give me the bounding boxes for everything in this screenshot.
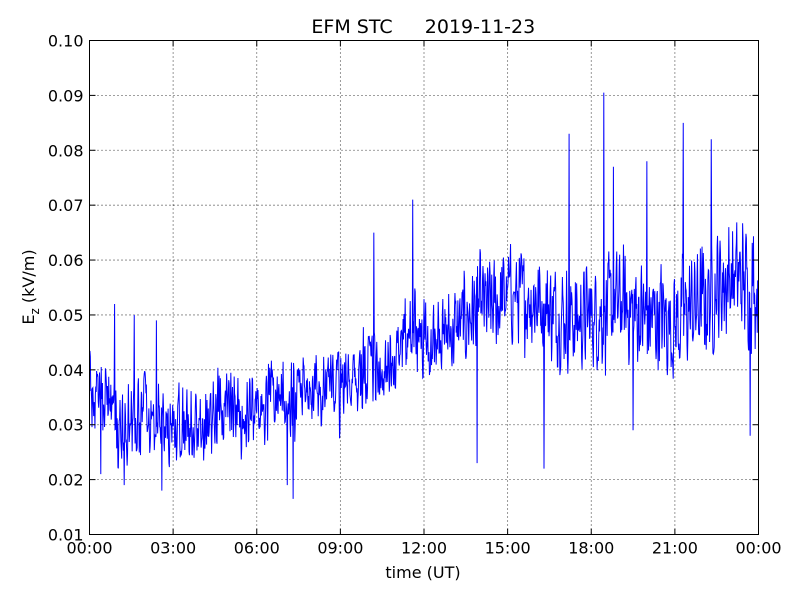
axis-ticks: [89, 40, 759, 535]
plot-area: [89, 40, 759, 535]
series-layer: [89, 92, 759, 499]
y-axis-label: Ez (kV/m): [19, 249, 42, 324]
x-axis-label: time (UT): [385, 563, 460, 582]
y-tick-labels: 0.01 0.02 0.03 0.04 0.05 0.06 0.07 0.08 0.09 0.10: [48, 32, 84, 545]
x-tick-label: 21:00: [652, 539, 698, 558]
y-tick-label: 0.06: [48, 251, 84, 270]
x-tick-label: 12:00: [401, 539, 447, 558]
y-axis-label-main: E: [19, 314, 38, 324]
y-tick-label: 0.05: [48, 306, 84, 325]
x-tick-labels: 00:00 03:00 06:00 09:00 12:00 15:00 18:00 21:00…: [66, 539, 781, 558]
y-tick-label: 0.02: [48, 471, 84, 490]
y-tick-label: 0.09: [48, 86, 84, 105]
y-axis-label-rest: (kV/m): [19, 249, 38, 308]
x-tick-label: 15:00: [485, 539, 531, 558]
y-tick-label: 0.10: [48, 32, 84, 51]
chart-title-left: EFM STC: [311, 16, 392, 38]
y-tick-label: 0.08: [48, 141, 84, 160]
x-tick-label: 06:00: [234, 539, 280, 558]
y-tick-label: 0.03: [48, 416, 84, 435]
y-axis-label-sub: z: [28, 308, 42, 314]
x-tick-label: 00:00: [66, 539, 112, 558]
chart-title-right: 2019-11-23: [425, 16, 535, 38]
y-tick-label: 0.07: [48, 196, 84, 215]
x-tick-label: 00:00: [735, 539, 781, 558]
x-tick-label: 03:00: [150, 539, 196, 558]
x-tick-label: 09:00: [317, 539, 363, 558]
series-line-ez: [89, 92, 759, 499]
x-tick-label: 18:00: [568, 539, 614, 558]
y-tick-label: 0.01: [48, 526, 84, 545]
y-tick-label: 0.04: [48, 361, 84, 380]
